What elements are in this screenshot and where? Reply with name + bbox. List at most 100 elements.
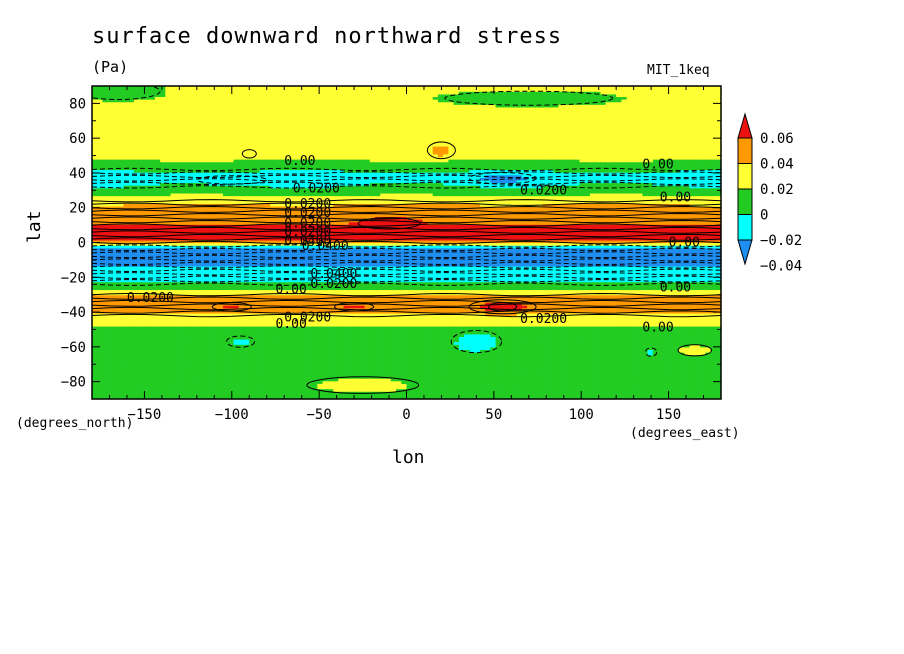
field-cell <box>175 349 182 353</box>
field-cell <box>270 185 277 189</box>
field-cell <box>107 380 114 384</box>
field-cell <box>154 331 161 335</box>
field-cell <box>223 260 229 264</box>
field-cell <box>149 112 156 116</box>
field-cell <box>128 161 135 165</box>
field-cell <box>217 252 224 257</box>
field-cell <box>118 242 125 246</box>
field-cell <box>118 174 125 178</box>
field-cell <box>160 279 166 283</box>
field-cell <box>217 310 224 314</box>
field-cell <box>139 219 146 223</box>
field-cell <box>223 211 229 215</box>
field-cell <box>112 365 119 369</box>
field-cell <box>249 213 256 218</box>
field-cell <box>123 245 130 249</box>
field-cell <box>123 258 130 262</box>
field-cell <box>207 177 214 181</box>
field-cell <box>139 203 146 207</box>
field-cell <box>238 213 245 218</box>
field-cell <box>149 221 156 225</box>
field-cell <box>280 174 287 178</box>
field-cell <box>133 289 140 293</box>
field-cell <box>102 333 109 337</box>
field-cell <box>212 200 219 204</box>
field-cell <box>144 393 151 397</box>
field-cell <box>249 349 256 353</box>
field-cell <box>228 318 235 322</box>
field-cell <box>244 187 250 191</box>
field-cell <box>233 380 240 384</box>
field-cell <box>112 302 119 306</box>
field-cell <box>175 130 182 134</box>
field-cell <box>118 211 125 215</box>
field-cell <box>207 132 214 137</box>
field-cell <box>306 245 313 249</box>
field-cell <box>244 323 250 327</box>
field-cell <box>112 177 119 181</box>
field-cell <box>264 88 271 92</box>
field-cell <box>249 250 256 254</box>
field-cell <box>97 182 104 186</box>
field-cell <box>228 388 235 392</box>
field-cell <box>160 359 166 364</box>
field-cell <box>191 172 198 176</box>
field-cell <box>238 177 245 181</box>
field-cell <box>259 143 266 147</box>
field-cell <box>217 242 224 246</box>
field-cell <box>254 145 261 150</box>
field-cell <box>191 112 198 116</box>
field-cell <box>296 132 303 137</box>
field-cell <box>275 310 282 314</box>
field-cell <box>217 104 224 108</box>
field-cell <box>196 234 203 238</box>
field-cell <box>97 203 104 207</box>
field-cell <box>233 333 240 337</box>
field-cell <box>291 174 298 178</box>
field-cell <box>207 365 214 369</box>
field-cell <box>296 247 303 251</box>
field-cell <box>107 359 114 364</box>
field-cell <box>97 333 104 337</box>
field-cell <box>170 365 177 369</box>
field-cell <box>112 357 119 361</box>
field-cell <box>128 145 135 150</box>
field-cell <box>238 93 245 98</box>
field-cell <box>128 252 135 257</box>
field-cell <box>144 187 151 191</box>
field-cell <box>102 161 109 165</box>
field-cell <box>102 221 109 225</box>
field-cell <box>207 393 214 397</box>
field-cell <box>112 333 119 337</box>
field-cell <box>212 370 219 374</box>
field-cell <box>170 224 177 228</box>
field-cell <box>217 195 224 199</box>
field-cell <box>123 393 130 397</box>
field-cell <box>228 333 235 337</box>
field-cell <box>118 172 125 176</box>
field-cell <box>92 284 98 288</box>
field-cell <box>217 325 224 330</box>
field-cell <box>275 263 282 267</box>
field-cell <box>249 91 256 95</box>
field-cell <box>181 159 187 163</box>
field-cell <box>275 396 282 399</box>
field-cell <box>165 229 172 233</box>
field-cell <box>92 273 98 278</box>
field-cell <box>186 378 193 382</box>
field-cell <box>170 352 177 356</box>
field-cell <box>149 325 156 330</box>
field-cell <box>228 187 235 191</box>
field-cell <box>217 378 224 382</box>
field-cell <box>196 86 203 90</box>
field-cell <box>264 323 271 327</box>
field-cell <box>233 122 240 126</box>
field-cell <box>181 96 187 100</box>
field-cell <box>170 161 177 165</box>
field-cell <box>285 161 292 165</box>
field-cell <box>249 357 256 361</box>
field-cell <box>196 318 203 322</box>
field-cell <box>118 151 125 155</box>
field-cell <box>196 164 203 168</box>
field-cell <box>301 346 308 351</box>
